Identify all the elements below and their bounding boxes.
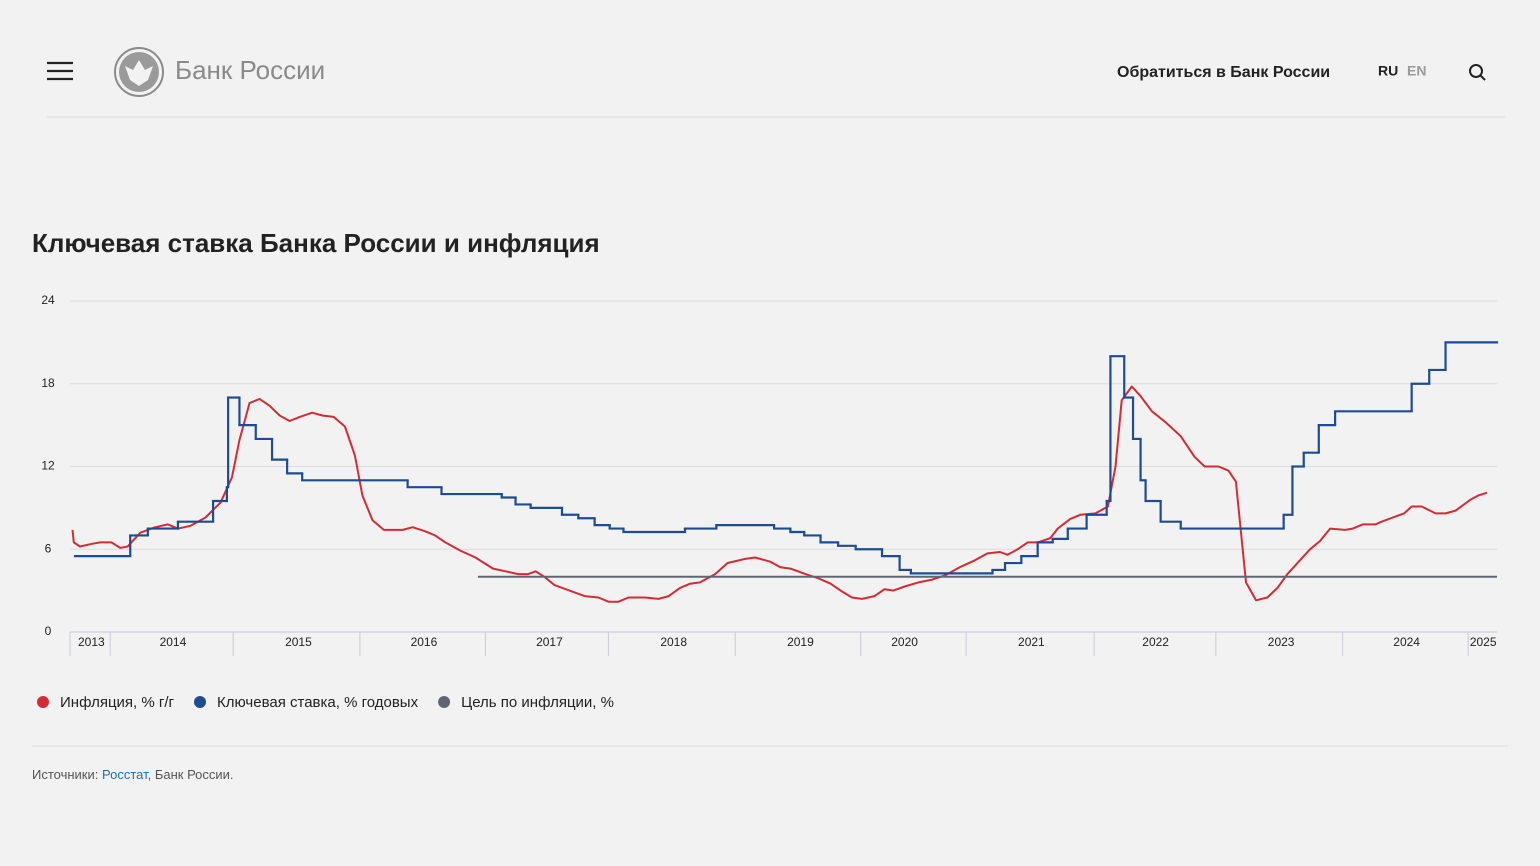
x-tick-label: 2022 (1142, 635, 1169, 649)
logo-eagle (125, 60, 153, 86)
legend-label: Ключевая ставка, % годовых (217, 694, 419, 711)
logo[interactable]: Банк России (114, 47, 325, 97)
search-lens (1469, 64, 1483, 78)
chart-title: Ключевая ставка Банка России и инфляция (32, 228, 600, 258)
lang-en[interactable]: EN (1407, 63, 1426, 79)
logo-ring (114, 47, 164, 97)
series-line (71, 385, 1488, 603)
contact-link[interactable]: Обратиться в Банк России (1117, 64, 1330, 81)
sources-link[interactable]: Росстат (102, 767, 149, 782)
lang-ru[interactable]: RU (1378, 63, 1398, 79)
legend-label: Инфляция, % г/г (60, 694, 175, 711)
sources: Источники: Росстат, Банк России. (32, 767, 234, 782)
search-button[interactable] (1469, 64, 1486, 81)
search-handle (1479, 74, 1486, 81)
x-tick-label: 2021 (1018, 635, 1045, 649)
brand-name: Банк России (175, 55, 325, 85)
legend-marker (37, 696, 49, 708)
x-tick-label: 2025 (1470, 635, 1497, 649)
x-tick-label: 2024 (1393, 635, 1420, 649)
y-tick-label: 6 (45, 541, 52, 555)
x-tick-label: 2018 (660, 635, 687, 649)
legend-marker (438, 696, 451, 708)
legend-marker (194, 696, 206, 708)
x-tick-label: 2016 (411, 635, 438, 649)
sources-label: Источники: (32, 767, 98, 782)
y-tick-label: 12 (41, 459, 55, 473)
legend-label: Цель по инфляции, % (461, 694, 614, 711)
x-tick-label: 2014 (160, 635, 187, 649)
x-tick-label: 2019 (787, 635, 814, 649)
y-tick-label: 24 (41, 293, 55, 307)
x-tick-label: 2020 (891, 635, 918, 649)
x-tick-label: 2023 (1268, 635, 1295, 649)
y-tick-label: 0 (45, 624, 52, 638)
menu-button[interactable] (47, 61, 73, 81)
x-tick-label: 2013 (78, 635, 105, 649)
x-tick-label: 2017 (536, 635, 563, 649)
sources-rest: , Банк России. (148, 767, 234, 782)
y-tick-label: 18 (41, 376, 55, 390)
x-tick-label: 2015 (285, 635, 312, 649)
